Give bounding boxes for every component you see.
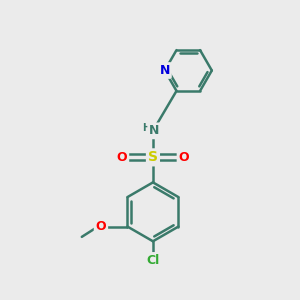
Text: H: H — [142, 123, 151, 133]
Text: O: O — [96, 220, 106, 233]
Text: O: O — [117, 151, 127, 164]
Text: Cl: Cl — [146, 254, 160, 267]
Text: O: O — [178, 151, 189, 164]
Text: S: S — [148, 150, 158, 164]
Text: N: N — [149, 124, 160, 137]
Text: N: N — [160, 64, 170, 77]
